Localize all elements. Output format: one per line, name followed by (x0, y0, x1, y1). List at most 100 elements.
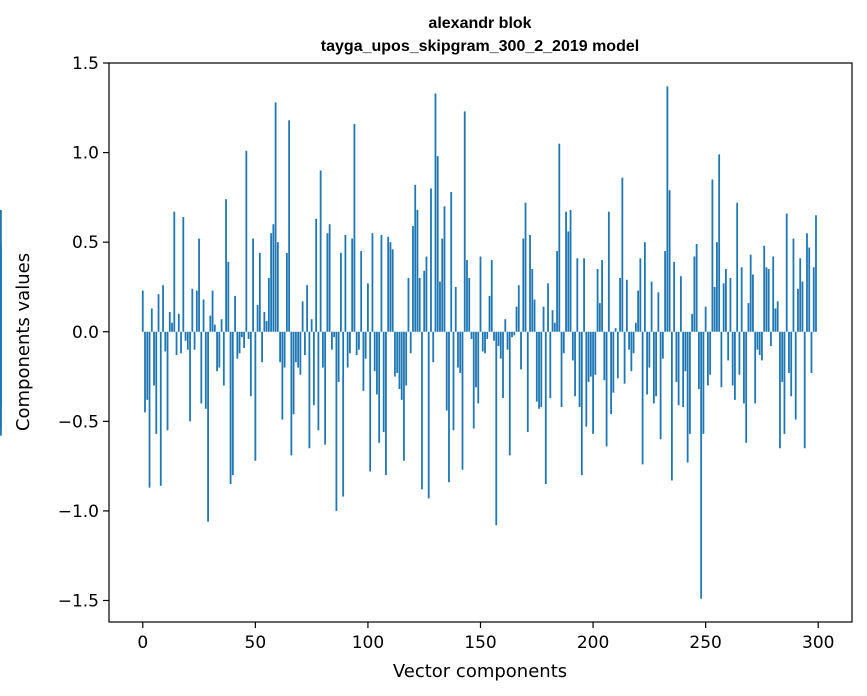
bar-5 (153, 331, 155, 386)
bar-100 (367, 283, 369, 332)
chart-subtitle: tayga_upos_skipgram_300_2_2019 model (321, 38, 639, 55)
bar-292 (799, 258, 802, 332)
bar-238 (677, 331, 680, 406)
bar-289 (792, 238, 795, 332)
y-tick-label: 1.0 (72, 144, 99, 164)
bar-192 (574, 331, 576, 397)
bar-278 (767, 269, 770, 332)
bar-165 (513, 331, 516, 336)
bar-284 (781, 331, 784, 382)
bar-226 (650, 281, 653, 332)
bar-55 (265, 321, 268, 332)
bar-319 (0, 331, 2, 406)
bar-248 (700, 331, 703, 599)
bar-288 (790, 331, 793, 397)
bar-101 (369, 331, 372, 472)
bar-296 (808, 247, 811, 332)
bar-90 (344, 235, 347, 332)
bar-82 (326, 233, 329, 332)
bar-173 (531, 269, 534, 332)
bar-276 (763, 245, 766, 332)
bar-277 (765, 267, 768, 332)
bar-12 (168, 312, 171, 332)
bar-138 (452, 331, 455, 431)
bar-297 (810, 331, 813, 373)
bar-10 (164, 331, 167, 352)
bar-50 (254, 331, 257, 461)
bar-267 (743, 331, 745, 404)
bar-183 (553, 322, 556, 332)
bar-209 (612, 331, 615, 393)
bar-196 (583, 258, 585, 332)
bar-162 (506, 331, 509, 350)
bar-133 (441, 238, 444, 332)
bar-217 (630, 331, 633, 372)
bar-47 (247, 331, 250, 339)
bar-213 (621, 177, 624, 332)
bar-95 (355, 331, 358, 356)
bar-34 (218, 331, 221, 368)
bar-96 (358, 331, 360, 350)
bar-206 (605, 331, 608, 447)
bar-16 (177, 313, 180, 332)
bar-170 (524, 202, 527, 332)
bar-275 (761, 331, 763, 361)
bar-130 (434, 93, 437, 332)
bar-235 (670, 331, 673, 481)
bar-48 (249, 331, 252, 397)
bar-27 (202, 299, 205, 332)
bar-123 (418, 278, 421, 332)
bar-212 (619, 278, 621, 332)
bar-137 (450, 192, 453, 332)
bar-291 (797, 288, 799, 332)
bar-176 (538, 331, 540, 409)
bar-128 (430, 188, 432, 332)
bar-26 (200, 331, 203, 404)
bar-243 (688, 331, 691, 434)
bar-99 (364, 331, 367, 359)
bar-19 (184, 331, 187, 341)
bar-208 (610, 331, 612, 415)
bar-68 (294, 331, 297, 363)
bar-77 (315, 218, 318, 332)
bar-189 (567, 231, 570, 332)
bar-220 (637, 290, 640, 332)
bar-126 (425, 256, 428, 332)
x-tick-label: 300 (802, 633, 834, 653)
bar-43 (238, 331, 241, 354)
bar-25 (198, 238, 200, 332)
bar-161 (504, 319, 507, 332)
bar-41 (234, 295, 236, 332)
bar-141 (459, 331, 462, 373)
bar-132 (439, 281, 441, 332)
bar-1 (144, 331, 146, 413)
bar-45 (243, 331, 245, 348)
bar-250 (704, 306, 707, 332)
bar-202 (596, 269, 599, 332)
bar-117 (405, 331, 408, 386)
y-tick-label: 1.5 (72, 54, 99, 74)
bar-290 (794, 331, 797, 420)
bar-118 (407, 278, 410, 332)
bar-158 (497, 331, 500, 347)
bar-294 (803, 331, 806, 449)
bar-280 (772, 256, 775, 332)
bar-44 (240, 331, 243, 338)
bar-153 (486, 331, 489, 339)
bar-240 (682, 331, 685, 407)
bar-89 (342, 331, 345, 497)
bar-253 (711, 179, 714, 332)
bar-134 (443, 206, 446, 332)
bar-81 (324, 331, 327, 445)
bar-83 (328, 224, 331, 332)
bar-24 (195, 290, 198, 332)
bar-105 (378, 331, 381, 443)
bar-168 (520, 331, 522, 370)
bar-239 (679, 276, 682, 332)
bar-14 (173, 211, 176, 332)
bar-88 (340, 252, 342, 332)
x-tick-label: 150 (464, 633, 496, 653)
bar-175 (535, 331, 538, 402)
bar-142 (461, 331, 464, 470)
bar-227 (652, 331, 655, 404)
